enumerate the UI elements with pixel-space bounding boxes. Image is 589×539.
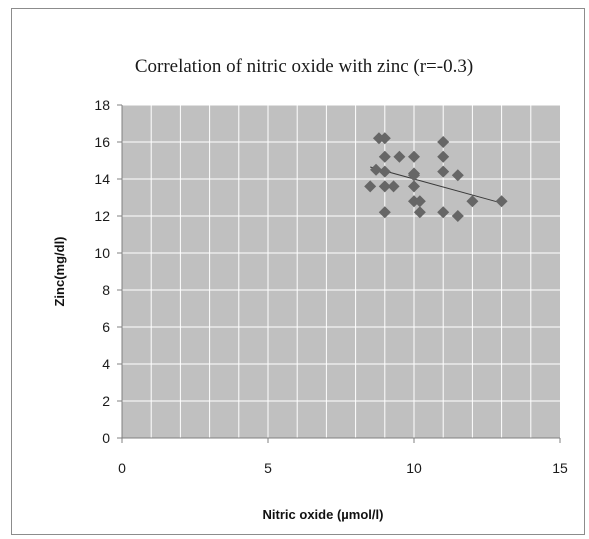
chart-title: Correlation of nitric oxide with zinc (r… <box>135 56 473 77</box>
x-tick-label: 10 <box>406 460 422 476</box>
data-point <box>364 180 377 193</box>
data-point <box>378 180 391 193</box>
y-tick-label: 16 <box>94 134 110 150</box>
y-tick-label: 2 <box>102 393 110 409</box>
plot-area <box>122 105 560 438</box>
x-axis-title: Nitric oxide (µmol/l) <box>263 507 384 522</box>
data-point <box>451 169 464 182</box>
data-point <box>413 195 426 208</box>
y-tick-label: 14 <box>94 171 110 187</box>
x-tick-labels: 0 5 10 15 <box>118 460 568 476</box>
y-tick-label: 8 <box>102 282 110 298</box>
data-point <box>408 180 420 193</box>
data-point <box>378 206 391 219</box>
x-tick-label: 0 <box>118 460 126 476</box>
data-point <box>387 180 400 193</box>
data-point <box>437 165 450 178</box>
data-point <box>378 132 391 145</box>
trendline <box>370 166 502 204</box>
y-tick-label: 0 <box>102 430 110 446</box>
data-point <box>466 195 479 208</box>
chart-frame: Correlation of nitric oxide with zinc (r… <box>11 8 585 535</box>
x-tick-label: 5 <box>264 460 272 476</box>
y-tick-label: 4 <box>102 356 110 372</box>
y-tick-labels: 0 2 4 6 8 10 12 14 16 18 <box>94 97 110 446</box>
data-point <box>495 195 508 208</box>
axes <box>117 104 561 443</box>
data-point <box>437 136 450 148</box>
data-point <box>451 210 464 222</box>
y-tick-label: 12 <box>94 208 110 224</box>
data-point <box>378 150 391 163</box>
data-point <box>408 150 420 163</box>
data-points <box>364 132 508 222</box>
data-point <box>393 150 406 163</box>
data-point <box>378 165 391 178</box>
x-tick-label: 15 <box>552 460 568 476</box>
data-point <box>408 169 420 182</box>
y-tick-label: 10 <box>94 245 110 261</box>
y-axis-title: Zinc(mg/dl) <box>52 236 67 306</box>
y-tick-label: 6 <box>102 319 110 335</box>
data-point <box>437 206 450 219</box>
y-tick-label: 18 <box>94 97 110 113</box>
scatter-chart: Correlation of nitric oxide with zinc (r… <box>52 56 568 522</box>
data-point <box>370 163 383 176</box>
data-point <box>437 150 450 163</box>
data-point <box>413 206 426 219</box>
